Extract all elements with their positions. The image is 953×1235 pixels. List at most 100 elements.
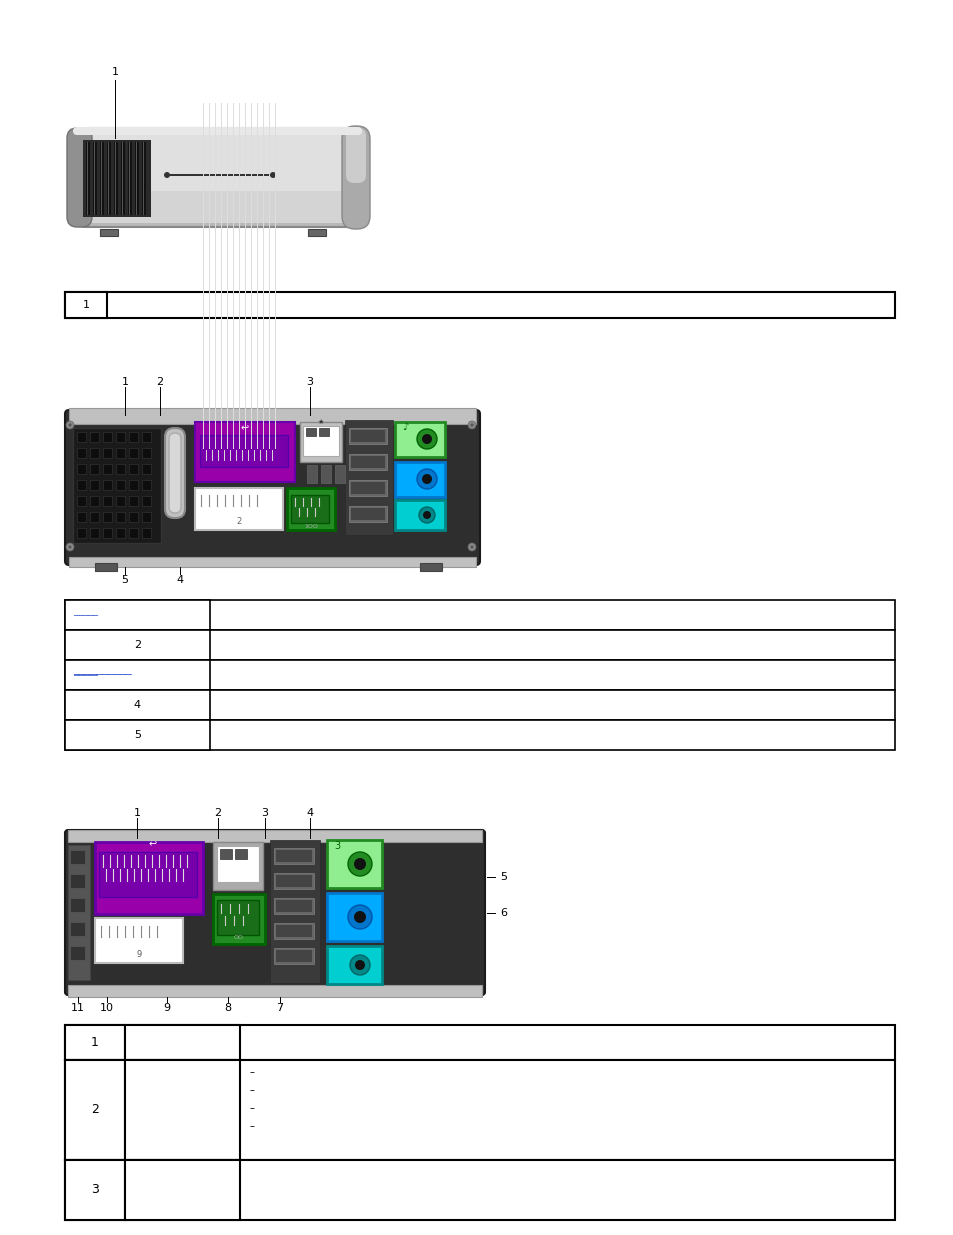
Bar [287,488,335,530]
Bar [94,142,95,215]
Bar [100,228,118,236]
Bar [142,142,146,215]
Bar [70,850,85,864]
Bar [165,174,274,177]
Bar [99,852,196,897]
Text: 1: 1 [112,67,118,77]
Text: 2: 2 [91,1104,99,1116]
Bar [90,448,99,458]
Bar [103,464,112,474]
Bar [95,918,183,963]
Text: 2: 2 [156,377,163,387]
Bar [291,495,329,522]
Bar [65,720,210,750]
Bar [142,513,151,522]
Bar [103,496,112,506]
Bar [101,142,102,215]
Bar [103,513,112,522]
Circle shape [355,960,365,969]
Bar [108,142,109,215]
Bar [216,900,258,935]
Bar [107,142,111,215]
Bar [143,142,144,215]
Bar [213,842,263,890]
Bar [113,142,118,215]
Bar [142,448,151,458]
Bar [275,876,312,887]
Bar [275,950,312,962]
Bar [65,291,894,317]
Bar [116,432,125,442]
Text: 4: 4 [133,700,141,710]
Bar [121,142,125,215]
Bar [129,513,138,522]
Bar [116,480,125,490]
Bar [274,873,314,889]
Bar [90,432,99,442]
Bar [65,690,894,720]
Bar [77,480,86,490]
Bar [274,848,314,864]
Bar [129,432,138,442]
Circle shape [354,911,366,923]
Bar [77,513,86,522]
Text: 9: 9 [136,951,141,960]
Text: 1: 1 [91,1036,99,1049]
Bar [77,496,86,506]
Text: 4: 4 [176,576,183,585]
Text: –: – [250,1121,254,1131]
Bar [116,513,125,522]
Text: ↩: ↩ [149,839,157,848]
Bar [68,986,481,997]
FancyBboxPatch shape [169,433,181,513]
Text: 3: 3 [306,377,314,387]
Bar [349,480,387,496]
Bar [90,464,99,474]
Bar [65,659,210,690]
Text: 2: 2 [214,808,221,818]
Bar [65,659,894,690]
Bar [77,432,86,442]
Bar [70,923,85,936]
Bar [200,435,288,467]
Text: 1: 1 [133,808,140,818]
FancyBboxPatch shape [67,128,91,227]
Circle shape [422,511,431,519]
Text: 3: 3 [334,841,339,851]
Text: 5: 5 [499,872,506,882]
Bar [275,900,312,911]
Bar [234,848,247,860]
Bar [65,1160,894,1220]
Circle shape [354,858,366,869]
Circle shape [348,905,372,929]
Bar [216,846,258,882]
Bar [92,142,97,215]
Text: ──────────: ────────── [73,671,132,680]
Bar [129,448,138,458]
Circle shape [421,433,432,445]
Bar [65,1025,894,1060]
Bar [274,898,314,914]
Bar [68,845,90,981]
Circle shape [416,469,436,489]
Bar [318,429,329,436]
Bar [327,946,381,984]
Bar [69,557,476,567]
Bar [129,480,138,490]
Circle shape [69,546,71,548]
Bar [274,923,314,939]
Bar [68,830,481,842]
Bar [70,874,85,888]
Circle shape [470,424,473,426]
Circle shape [470,546,473,548]
Circle shape [66,543,74,551]
Bar [349,454,387,471]
Text: 5: 5 [133,730,141,740]
Bar [65,1160,125,1220]
Bar [65,1060,894,1160]
Circle shape [66,421,74,429]
Bar [351,430,385,442]
Bar [395,462,444,496]
Bar [345,420,393,535]
Bar [87,142,88,215]
